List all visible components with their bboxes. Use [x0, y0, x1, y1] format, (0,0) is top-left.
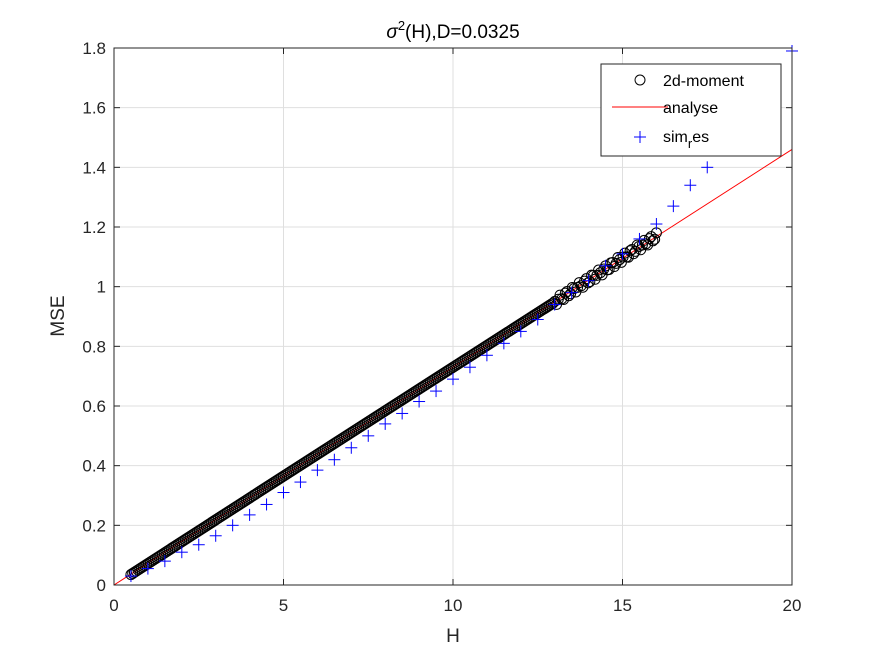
legend: 2d-moment analyse simres: [601, 64, 781, 156]
legend-label-analyse: analyse: [663, 100, 718, 117]
y-tick-label: 0.6: [82, 397, 106, 416]
x-tick-label: 20: [783, 596, 802, 615]
y-tick-label: 1.8: [82, 39, 106, 58]
y-tick-label: 0.8: [82, 337, 106, 356]
title-rest: (H),D=0.0325: [405, 22, 520, 43]
x-tick-label: 10: [444, 596, 463, 615]
title-superscript: 2: [398, 18, 405, 33]
y-tick-label: 1: [97, 278, 106, 297]
chart-title: σ2(H),D=0.0325: [386, 18, 519, 43]
x-tick-label: 5: [279, 596, 288, 615]
x-tick-label: 0: [109, 596, 118, 615]
y-tick-label: 1.6: [82, 99, 106, 118]
y-tick-label: 0: [97, 576, 106, 595]
y-tick-label: 0.4: [82, 457, 106, 476]
y-axis-label: MSE: [48, 295, 69, 336]
x-tick-label: 15: [613, 596, 632, 615]
y-tick-label: 0.2: [82, 516, 106, 535]
x-axis-label: H: [446, 626, 460, 647]
legend-label-2d-moment: 2d-moment: [663, 73, 744, 90]
y-tick-label: 1.2: [82, 218, 106, 237]
y-tick-label: 1.4: [82, 158, 106, 177]
